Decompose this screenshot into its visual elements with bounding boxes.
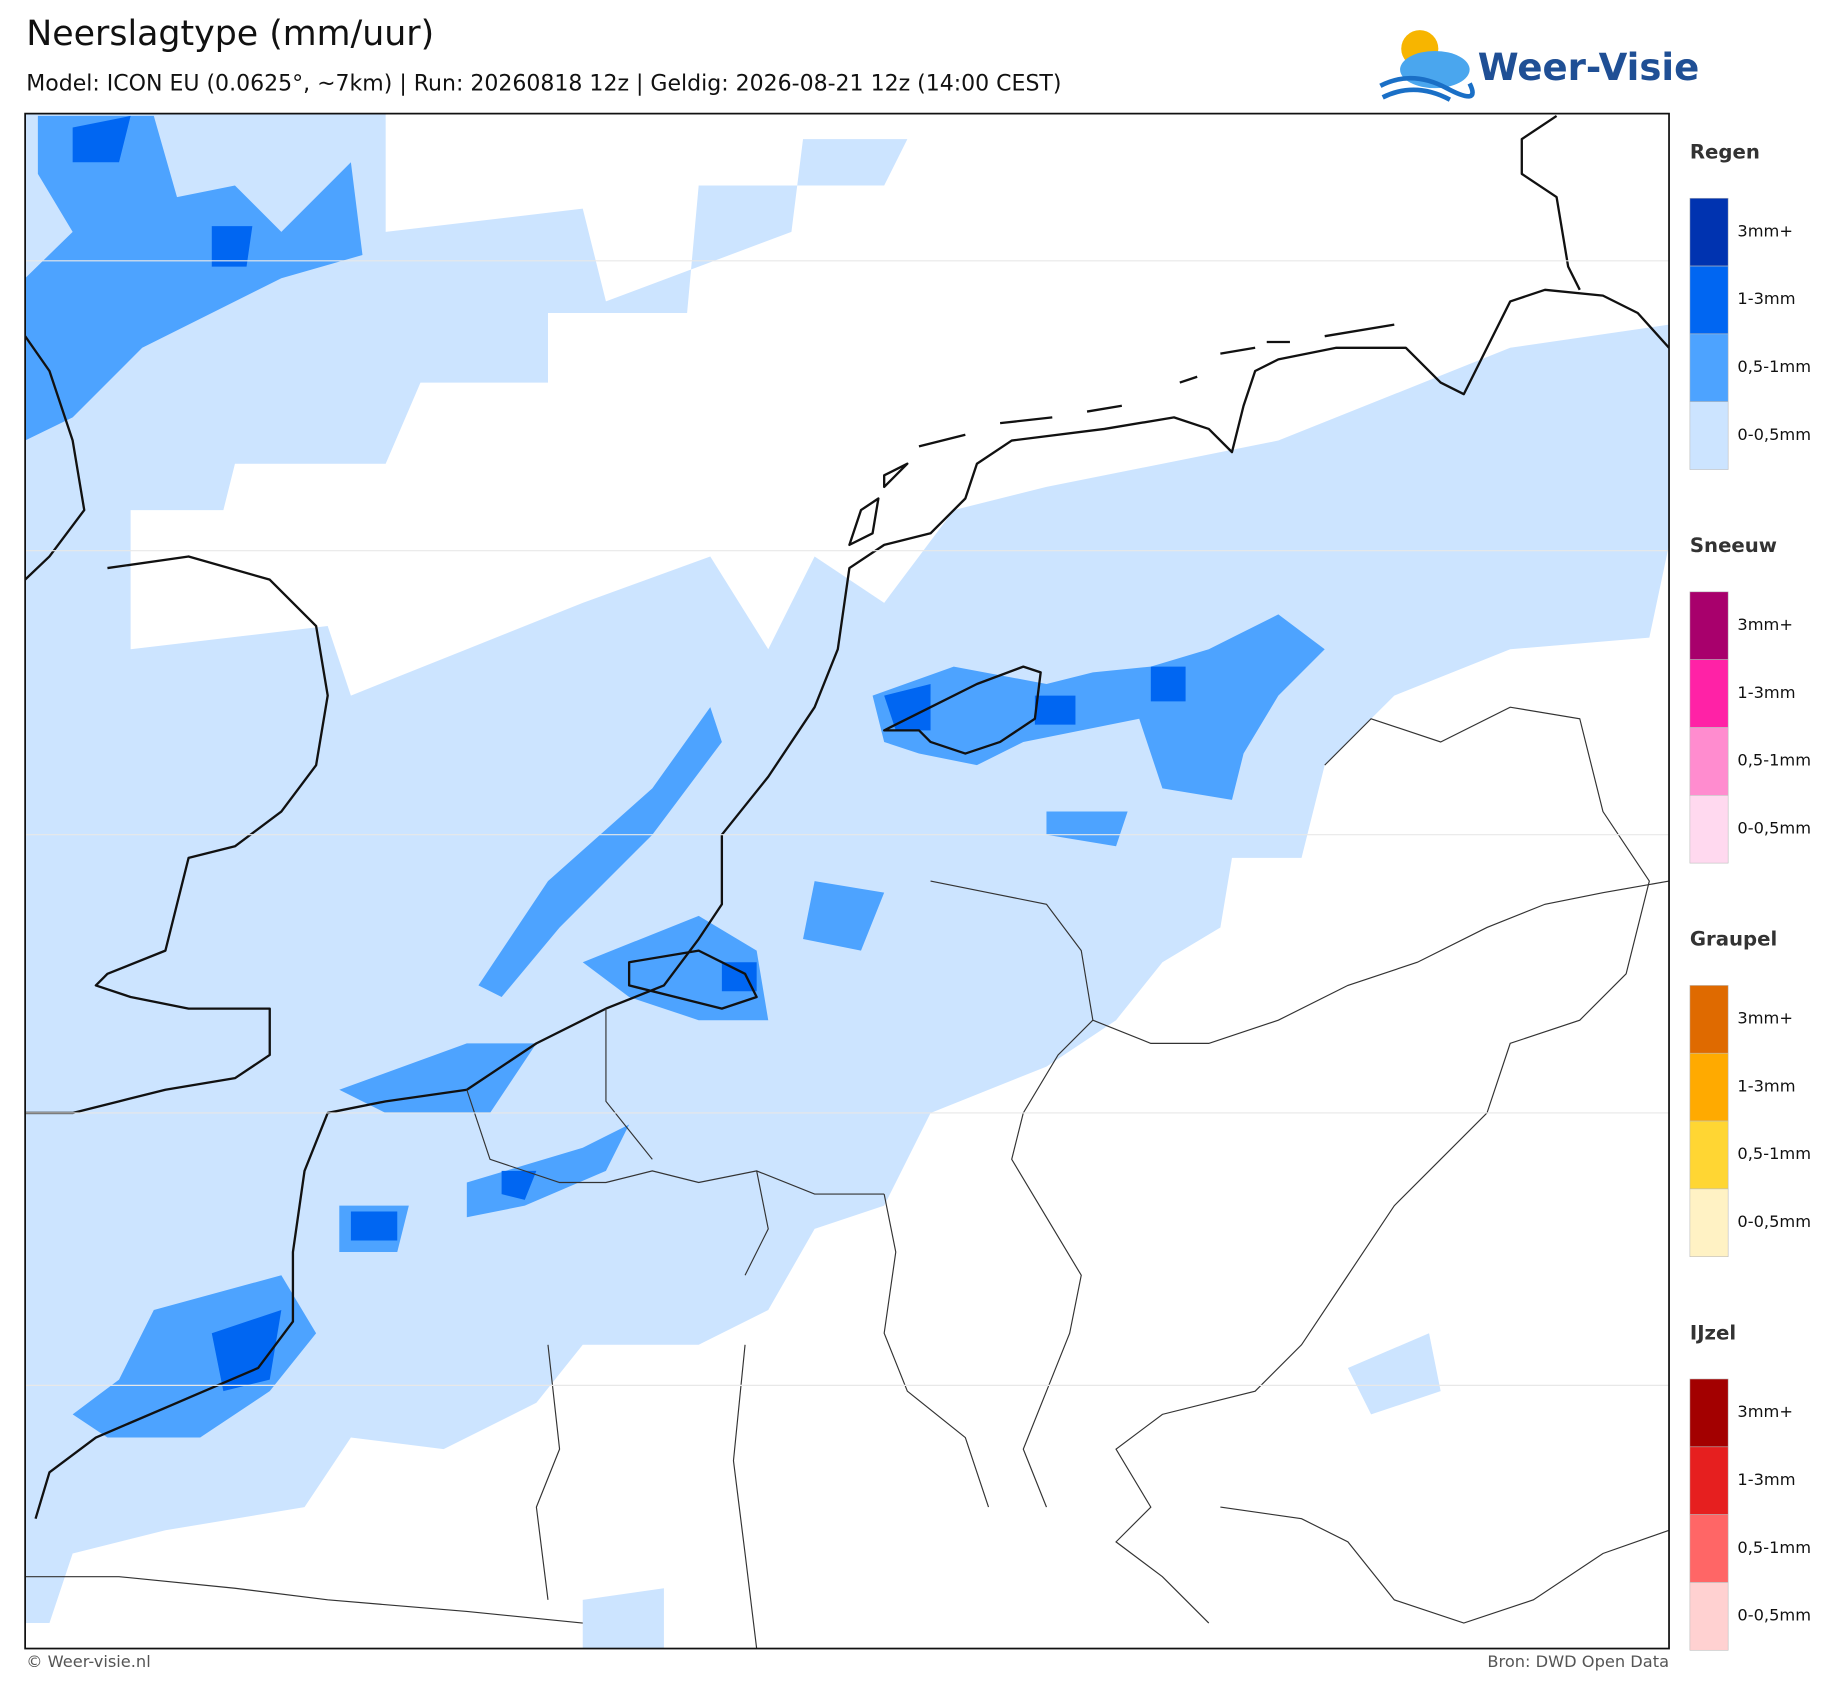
legend-label: 0,5-1mm	[1737, 357, 1811, 376]
legend-label: 3mm+	[1737, 221, 1793, 240]
legend-swatch	[1689, 1446, 1729, 1515]
legend-label: 0-0,5mm	[1737, 1212, 1811, 1231]
legend-swatch	[1689, 985, 1729, 1054]
legend-label: 1-3mm	[1737, 1076, 1795, 1095]
logo-text: Weer-Visie	[1478, 46, 1700, 89]
legend-title: Sneeuw	[1690, 534, 1777, 557]
legend-swatch	[1689, 197, 1729, 267]
map	[25, 113, 1670, 1649]
legend-swatch	[1689, 1514, 1729, 1583]
subtitle: Model: ICON EU (0.0625°, ~7km) | Run: 20…	[26, 72, 1061, 97]
logo: Weer-Visie	[1379, 30, 1700, 102]
title: Neerslagtype (mm/uur)	[26, 14, 434, 54]
legend-title: Graupel	[1690, 928, 1777, 951]
rain-light	[25, 113, 1670, 1649]
coastlines	[25, 114, 1670, 1520]
rain-dark	[72, 115, 1186, 1392]
legend-swatch	[1689, 591, 1729, 660]
legend-label: 1-3mm	[1737, 683, 1795, 702]
legend-label: 0-0,5mm	[1737, 425, 1811, 444]
legend-swatch	[1689, 333, 1729, 402]
legend-label: 0,5-1mm	[1737, 1538, 1811, 1557]
logo-wave	[1379, 75, 1475, 99]
legend-swatch	[1689, 659, 1729, 728]
legend-label: 1-3mm	[1737, 1470, 1795, 1489]
footer-right: Bron: DWD Open Data	[1487, 1652, 1669, 1671]
legend-label: 0,5-1mm	[1737, 1144, 1811, 1163]
legend-label: 3mm+	[1737, 1402, 1793, 1421]
legend-swatch	[1689, 1378, 1729, 1448]
legend-swatch	[1689, 727, 1729, 796]
logo-wave	[1381, 87, 1452, 102]
legend-swatch	[1689, 1120, 1729, 1190]
legend-swatch	[1689, 1052, 1729, 1122]
graticule	[25, 260, 1670, 1386]
legend-swatch	[1689, 1188, 1729, 1257]
legend-label: 1-3mm	[1737, 289, 1795, 308]
legend-swatch	[1689, 265, 1729, 335]
legend-swatch	[1689, 401, 1729, 470]
legend-title: Regen	[1690, 141, 1760, 164]
legend-label: 3mm+	[1737, 615, 1793, 634]
legend-label: 0-0,5mm	[1737, 818, 1811, 837]
borders	[25, 706, 1670, 1649]
legend-title: IJzel	[1690, 1321, 1736, 1344]
footer-left: © Weer-visie.nl	[26, 1652, 150, 1671]
legend-label: 3mm+	[1737, 1009, 1793, 1028]
legend-swatch	[1689, 794, 1729, 864]
legend-label: 0,5-1mm	[1737, 751, 1811, 770]
map-frame	[24, 112, 1670, 1650]
legend-swatch	[1689, 1582, 1729, 1651]
legend-label: 0-0,5mm	[1737, 1606, 1811, 1625]
legend: Regen 3mm+ 1-3mm 0,5-1mm 0-0,5mm Sneeuw 3mm+ 1-…	[1689, 141, 1811, 1651]
